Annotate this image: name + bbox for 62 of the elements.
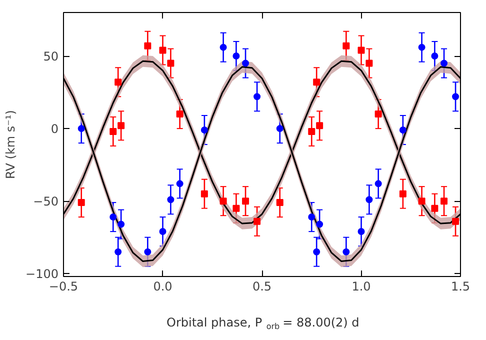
point xyxy=(114,78,122,86)
point xyxy=(110,128,117,135)
point xyxy=(316,122,324,130)
point xyxy=(452,93,460,100)
point xyxy=(242,198,250,205)
point xyxy=(200,190,208,198)
point xyxy=(440,60,448,67)
point xyxy=(167,196,174,204)
point xyxy=(313,248,320,256)
point xyxy=(358,228,365,236)
point xyxy=(342,248,350,256)
point xyxy=(342,42,350,50)
point xyxy=(366,60,373,67)
point xyxy=(313,78,320,86)
point xyxy=(232,52,240,60)
point xyxy=(110,214,117,221)
point xyxy=(316,220,324,228)
point xyxy=(374,180,382,188)
x-tick-label: −0.5 xyxy=(48,280,78,294)
point xyxy=(254,218,261,225)
point xyxy=(418,198,426,205)
point xyxy=(452,218,460,225)
point xyxy=(418,44,426,51)
point xyxy=(431,52,438,60)
point xyxy=(358,46,365,54)
point xyxy=(200,126,208,134)
point xyxy=(308,128,316,135)
point xyxy=(144,42,152,50)
point xyxy=(399,190,406,198)
point xyxy=(78,125,85,132)
point xyxy=(366,196,373,204)
point xyxy=(118,220,125,228)
point xyxy=(308,214,316,221)
x-tick-label: 0.5 xyxy=(252,280,272,294)
point xyxy=(114,248,122,256)
point xyxy=(431,204,438,212)
point xyxy=(118,122,125,130)
y-tick-label: 0 xyxy=(50,122,59,136)
point xyxy=(159,228,166,236)
point xyxy=(220,44,227,51)
point xyxy=(176,110,184,118)
y-tick-label: −100 xyxy=(26,267,59,282)
point xyxy=(176,180,184,188)
point xyxy=(159,46,166,54)
x-tick-label: 1.5 xyxy=(450,280,470,294)
point xyxy=(232,204,240,212)
point xyxy=(144,248,152,256)
point xyxy=(276,199,284,206)
point xyxy=(440,198,448,205)
point xyxy=(78,199,85,206)
point xyxy=(220,198,227,205)
point xyxy=(254,93,261,100)
point xyxy=(242,60,250,67)
y-tick-label: 50 xyxy=(43,50,59,64)
x-tick-label: 1.0 xyxy=(352,280,371,294)
point xyxy=(374,110,382,118)
y-tick-label: −50 xyxy=(33,194,59,209)
point xyxy=(276,125,284,132)
x-tick-label: 0.0 xyxy=(153,280,172,294)
point xyxy=(399,126,406,134)
point xyxy=(167,60,174,67)
y-axis-title: RV (km s⁻¹) xyxy=(4,110,18,179)
